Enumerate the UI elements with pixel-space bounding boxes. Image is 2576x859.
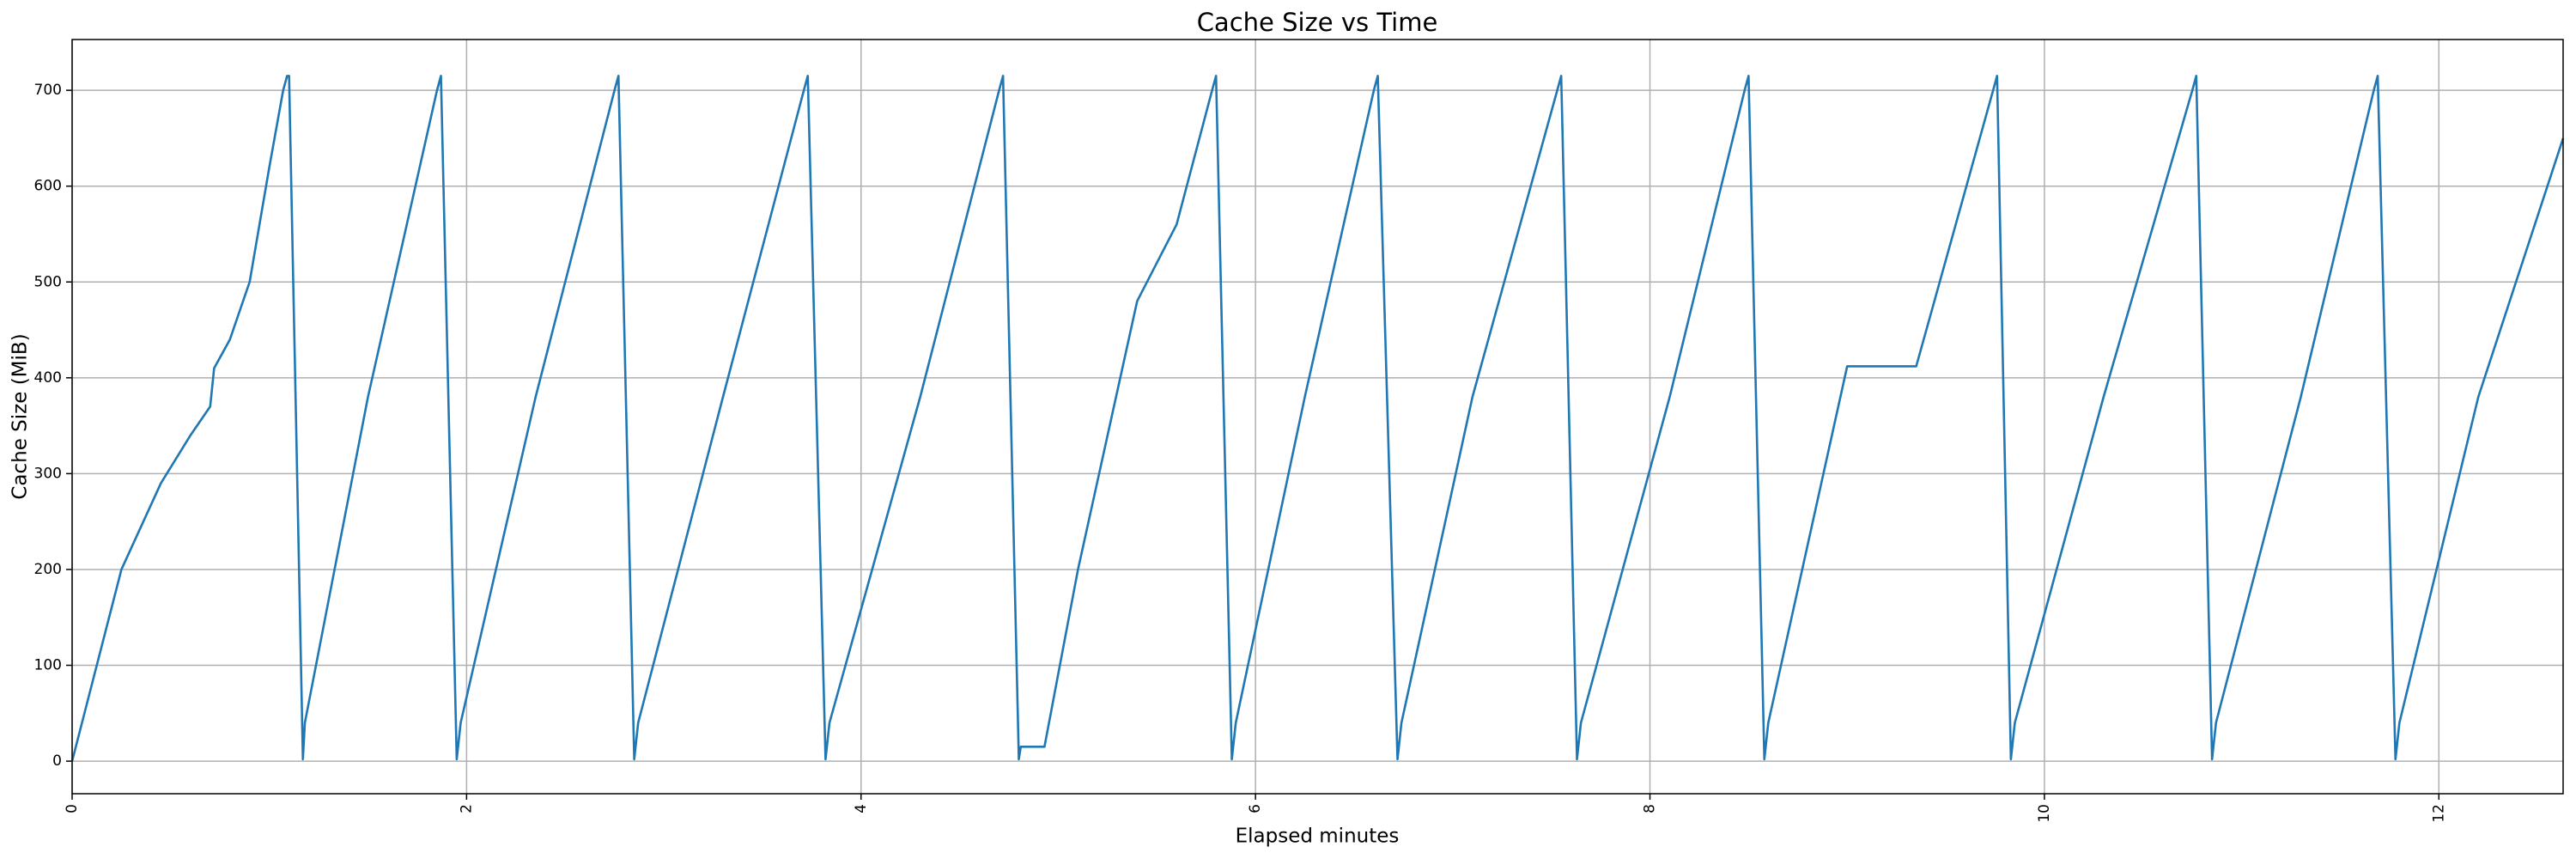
y-axis-label: Cache Size (MiB) <box>9 333 32 499</box>
x-axis-label: Elapsed minutes <box>1236 825 1400 848</box>
y-tick-label: 300 <box>34 465 62 482</box>
data-line <box>70 75 2565 762</box>
plot-frame <box>71 39 2564 795</box>
y-tick-label: 100 <box>34 657 62 674</box>
x-tick-label: 0 <box>64 804 81 813</box>
y-tick-label: 0 <box>52 752 62 770</box>
x-tick-label: 2 <box>458 804 475 813</box>
x-tick-label: 6 <box>1247 804 1264 813</box>
y-tick-label: 200 <box>34 561 62 578</box>
y-tick-label: 400 <box>34 369 62 387</box>
y-tick-label: 500 <box>34 273 62 290</box>
y-tick-label: 700 <box>34 82 62 99</box>
chart-title: Cache Size vs Time <box>1197 8 1438 37</box>
y-tick-label: 600 <box>34 178 62 195</box>
x-tick-label: 10 <box>2036 804 2053 823</box>
x-tick-label: 8 <box>1642 804 1659 813</box>
x-tick-label: 12 <box>2430 804 2447 823</box>
x-tick-label: 4 <box>853 804 870 813</box>
